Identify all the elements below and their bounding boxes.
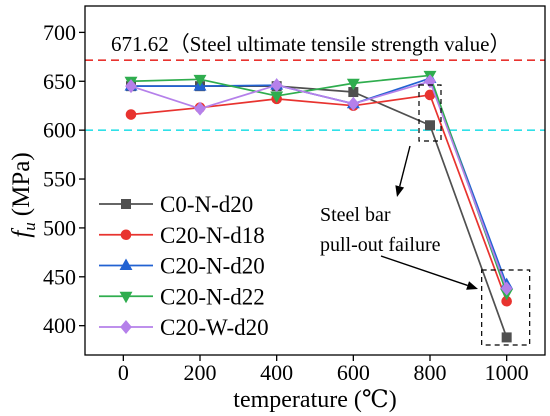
legend-label: C20-N-d18 [160, 223, 265, 248]
data-point-c20-w-d20-1000 [500, 281, 513, 296]
arrow-shaft [399, 145, 411, 187]
data-point-c20-w-d20-600 [347, 96, 360, 111]
reference-lines [85, 59, 545, 131]
y-tick-label: 450 [43, 264, 76, 289]
annotation [380, 84, 531, 346]
x-axis-label: temperature (℃) [233, 387, 396, 413]
arrow-shaft [380, 255, 468, 287]
legend-item-c0-n-d20: C0-N-d20 [99, 192, 253, 217]
y-tick-label: 550 [43, 167, 76, 192]
legend-marker [120, 229, 132, 241]
data-point-c20-n-d18-20 [125, 109, 137, 120]
legend-marker [119, 291, 133, 304]
data-point-c20-w-d20-200 [194, 101, 206, 116]
data-point-c20-w-d20-20 [125, 79, 137, 94]
legend-item-c20-n-d22: C20-N-d22 [99, 284, 265, 309]
series-layer [124, 70, 514, 343]
legend-label: C0-N-d20 [160, 192, 253, 217]
legend-marker [120, 320, 132, 334]
data-point-c0-n-d20-800 [425, 120, 435, 131]
data-point-c20-w-d20-800 [424, 74, 436, 89]
x-tick-label: 0 [118, 360, 129, 385]
legend-item-c20-n-d20: C20-N-d20 [99, 254, 265, 279]
annotation-text-line-2: pull-out failure [320, 234, 441, 256]
legend-label: C20-N-d22 [160, 284, 265, 309]
y-tick-label: 700 [43, 20, 76, 45]
arrow-from-800-box [395, 145, 411, 197]
legend-item-c20-n-d18: C20-N-d18 [99, 223, 265, 248]
data-point-c20-n-d22-200 [193, 74, 207, 87]
arrow-head [466, 281, 478, 290]
y-axis-label: fu (MPa) [8, 152, 39, 237]
y-tick-label: 600 [43, 118, 76, 143]
x-tick-label: 1000 [485, 360, 529, 385]
highlight-box-800 [418, 84, 442, 142]
legend-label: C20-N-d20 [160, 254, 265, 279]
x-tick-label: 800 [414, 360, 447, 385]
legend-label: C20-W-d20 [160, 315, 269, 340]
data-point-c20-n-d22-600 [346, 78, 360, 91]
y-axis-label-subscript: u [20, 222, 39, 231]
legend-marker [119, 258, 133, 270]
y-tick-label: 650 [43, 69, 76, 94]
x-tick-label: 600 [337, 360, 370, 385]
y-tick-label: 500 [43, 215, 76, 240]
highlight-box-1000 [481, 269, 531, 346]
series-line-c20-n-d22 [130, 74, 508, 294]
legend-item-c20-w-d20: C20-W-d20 [99, 315, 269, 340]
data-point-c20-w-d20-400 [270, 78, 283, 93]
arrow-to-1000-box [380, 255, 478, 290]
x-tick-label: 200 [184, 360, 217, 385]
y-axis-label-unit: (MPa) [8, 152, 35, 216]
plot-frame [84, 5, 546, 356]
data-point-c0-n-d20-1000 [501, 332, 512, 343]
series-line-c20-w-d20 [130, 80, 508, 289]
series-c20-w-d20 [125, 74, 513, 296]
annotation-text-line-1: Steel bar [320, 204, 391, 226]
series-line-c20-n-d18 [130, 94, 508, 302]
x-tick-label: 400 [260, 360, 293, 385]
y-axis-label-symbol: f [8, 228, 35, 238]
legend: C0-N-d20 C20-N-d18 C20-N-d20 C20-N-d22 C20-W… [99, 192, 269, 340]
legend-marker [121, 199, 131, 209]
y-tick-label: 400 [43, 313, 76, 338]
arrow-head [395, 185, 405, 197]
axes: 0 200 400 600 800 1000 400 450 500 550 600 650 700 [43, 5, 546, 385]
reference-line-label: 671.62（Steel ultimate tensile strength v… [111, 32, 511, 56]
